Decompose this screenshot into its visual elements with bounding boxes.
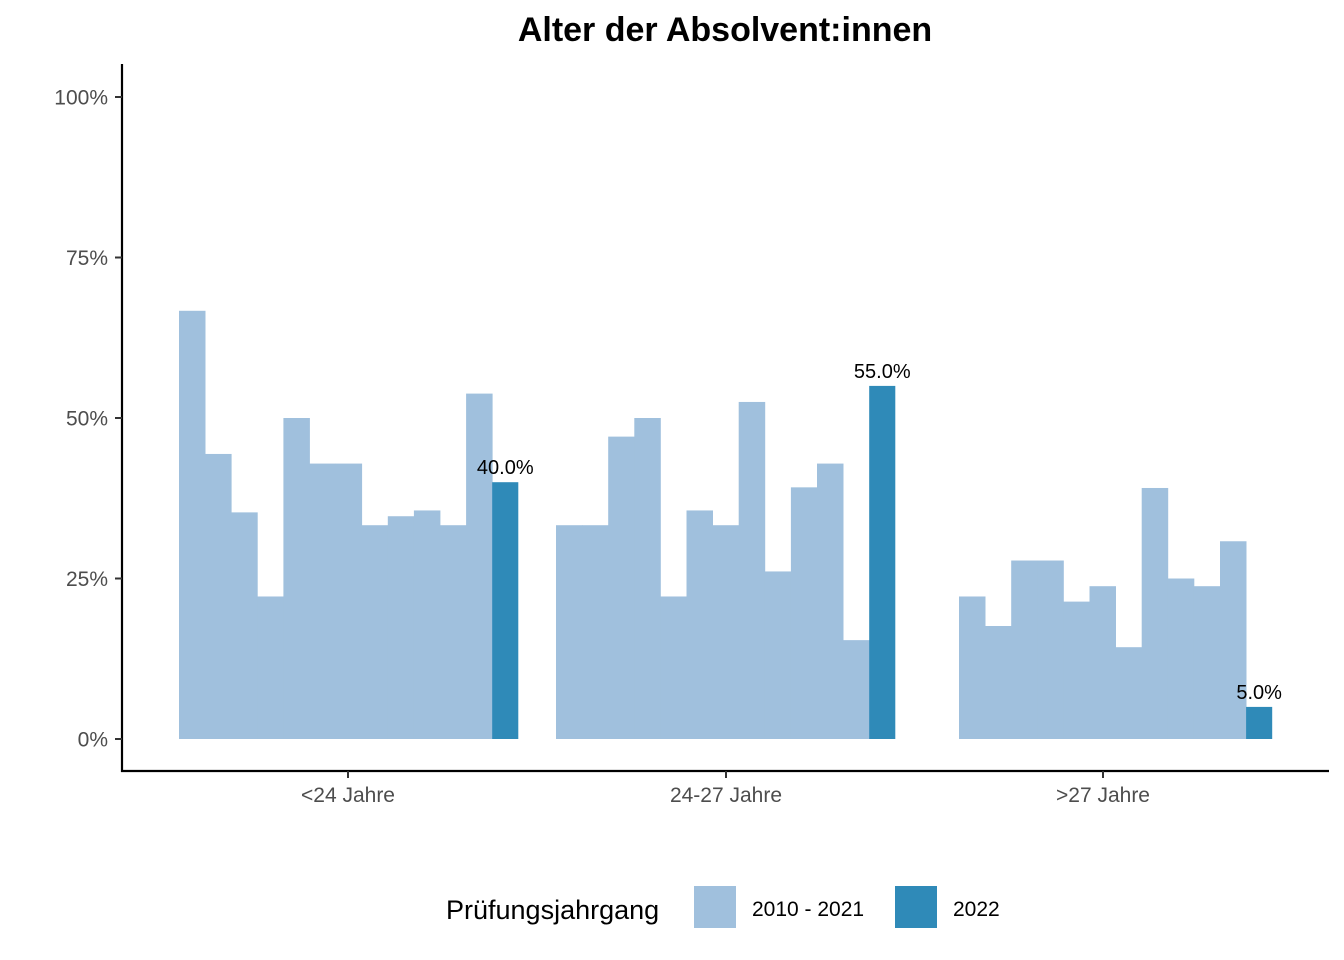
- bar-history: [790, 487, 818, 739]
- bar-history: [179, 310, 206, 739]
- y-tick-label: 75%: [66, 247, 108, 270]
- bar-history: [1193, 586, 1221, 739]
- bar-history: [1037, 560, 1064, 739]
- x-tick-label: >27 Jahre: [1056, 784, 1150, 807]
- bar-history: [231, 512, 258, 739]
- bar-history: [1063, 601, 1090, 739]
- plot-area: 40.0% 55.0% 5.0%: [179, 310, 1282, 739]
- bar-history: [205, 453, 232, 739]
- bar-history: [764, 571, 792, 739]
- y-tick-label: 0%: [78, 729, 108, 752]
- bar-history: [1141, 487, 1169, 739]
- legend-title: Prüfungsjahrgang: [446, 895, 659, 925]
- x-tick-label: <24 Jahre: [301, 784, 395, 807]
- bar-history: [582, 525, 609, 739]
- bar-2022: [869, 385, 896, 739]
- bar-history: [309, 463, 336, 739]
- bar-history: [1089, 586, 1116, 739]
- bar-history: [608, 436, 635, 739]
- bar-2022: [1246, 706, 1273, 739]
- bar-history: [413, 510, 441, 739]
- legend-swatch-2010-2021: [694, 886, 736, 928]
- bar-history: [712, 525, 740, 739]
- legend: Prüfungsjahrgang 2010 - 2021 2022: [446, 886, 1000, 928]
- x-tick-label: 24-27 Jahre: [670, 784, 782, 807]
- bar-history: [985, 626, 1012, 739]
- bar-history: [556, 525, 583, 739]
- bar-history: [1167, 578, 1195, 739]
- bar-history: [361, 525, 389, 739]
- legend-label-2022: 2022: [953, 898, 1000, 921]
- bar-history: [738, 401, 766, 739]
- bar-history: [257, 596, 284, 739]
- legend-swatch-2022: [895, 886, 937, 928]
- bar-history: [466, 393, 493, 739]
- data-label-2022: 55.0%: [854, 361, 911, 383]
- bar-history: [817, 463, 844, 739]
- y-tick-label: 100%: [54, 87, 108, 110]
- bar-history: [283, 418, 310, 739]
- data-label-2022: 40.0%: [477, 457, 534, 479]
- bar-history: [959, 596, 986, 739]
- bar-history: [440, 525, 467, 739]
- bar-history: [634, 418, 661, 739]
- bar-history: [1115, 647, 1143, 739]
- y-tick-label: 50%: [66, 408, 108, 431]
- bar-history: [387, 516, 415, 739]
- legend-label-2010-2021: 2010 - 2021: [752, 898, 864, 921]
- y-tick-label: 25%: [66, 568, 108, 591]
- bar-history: [1220, 541, 1247, 739]
- data-label-2022: 5.0%: [1236, 682, 1282, 704]
- bar-history: [660, 596, 687, 739]
- bar-2022: [492, 482, 519, 739]
- bar-history: [686, 510, 713, 739]
- bar-history: [1011, 560, 1038, 739]
- bar-history: [843, 640, 870, 739]
- bar-history: [335, 463, 363, 739]
- chart-title: Alter der Absolvent:innen: [518, 11, 932, 49]
